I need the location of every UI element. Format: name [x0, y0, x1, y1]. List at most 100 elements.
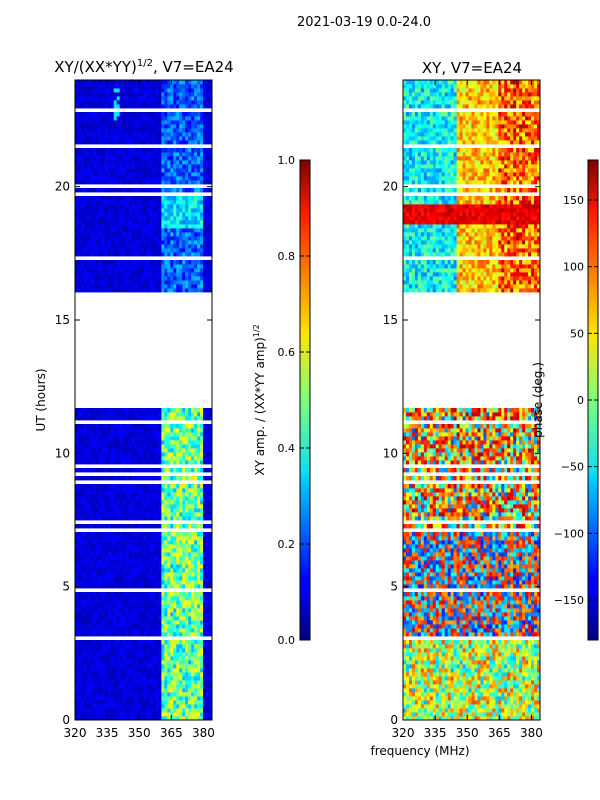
heat-cell [185, 240, 189, 245]
heat-cell [176, 156, 180, 161]
heat-cell [128, 540, 132, 545]
heat-cell [95, 568, 100, 573]
heat-cell [203, 440, 207, 445]
heat-cell [146, 456, 150, 461]
heat-cell [113, 644, 118, 649]
heat-cell [137, 188, 141, 193]
heat-cell [152, 176, 156, 181]
heat-cell [80, 560, 85, 565]
heat-cell [167, 424, 171, 429]
heat-cell [101, 640, 106, 645]
heat-cell [203, 684, 207, 689]
heat-cell [170, 692, 174, 697]
heat-cell [122, 548, 127, 553]
heat-cell [116, 684, 121, 689]
heat-cell [185, 468, 189, 473]
heat-cell [134, 132, 138, 137]
heat-cell [170, 560, 174, 565]
heat-cell [86, 608, 91, 613]
heat-cell [131, 684, 135, 689]
heat-cell [75, 716, 79, 721]
heat-cell [203, 468, 207, 473]
heat-cell [86, 584, 91, 589]
heat-cell [149, 208, 153, 213]
heat-cell [188, 456, 192, 461]
heat-cell [89, 176, 94, 181]
heat-cell [206, 128, 210, 133]
heat-cell [206, 640, 210, 645]
heat-cell [200, 268, 204, 273]
heat-cell [86, 436, 91, 441]
heat-cell [92, 624, 97, 629]
heat-cell [101, 196, 106, 201]
heat-cell [75, 160, 79, 165]
heat-cell [197, 624, 201, 629]
heat-cell [140, 484, 144, 489]
heat-cell [83, 672, 88, 677]
heat-cell [128, 568, 132, 573]
heat-cell [107, 140, 112, 145]
heat-cell [83, 564, 88, 569]
heat-cell [134, 632, 138, 637]
heat-cell [158, 608, 162, 613]
heat-cell [161, 700, 165, 705]
heat-cell [128, 700, 132, 705]
heat-cell [203, 708, 207, 713]
heat-cell [176, 668, 180, 673]
heat-cell [155, 612, 159, 617]
heat-cell [164, 180, 168, 185]
heat-cell [75, 660, 79, 665]
heat-cell [140, 436, 144, 441]
heat-cell [113, 568, 118, 573]
heat-cell [131, 664, 135, 669]
heat-cell [209, 240, 213, 245]
heat-cell [203, 568, 207, 573]
heat-cell [92, 288, 97, 293]
heat-cell [86, 556, 91, 561]
heat-cell [92, 128, 97, 133]
heat-cell [110, 504, 115, 509]
heat-cell [167, 488, 171, 493]
heat-cell [113, 248, 118, 253]
heat-cell [83, 624, 88, 629]
heat-cell [158, 132, 162, 137]
heat-cell [116, 504, 121, 509]
heat-cell [155, 268, 159, 273]
heat-cell [203, 496, 207, 501]
heat-cell [125, 708, 130, 713]
heat-cell [134, 416, 138, 421]
heat-cell [140, 124, 144, 129]
heat-cell [170, 620, 174, 625]
heat-cell [143, 672, 147, 677]
heat-cell [161, 500, 165, 505]
heat-cell [173, 268, 177, 273]
heat-cell [209, 716, 213, 721]
heat-cell [137, 556, 141, 561]
heat-cell [89, 592, 94, 597]
heat-cell [137, 688, 141, 693]
heat-cell [206, 264, 210, 269]
heat-cell [107, 504, 112, 509]
heat-cell [164, 704, 168, 709]
heat-cell [119, 672, 124, 677]
heat-cell [152, 696, 156, 701]
heat-cell [137, 452, 141, 457]
heat-cell [83, 240, 88, 245]
heat-cell [119, 268, 124, 273]
heat-cell [77, 484, 82, 489]
heat-cell [80, 272, 85, 277]
heat-cell [197, 696, 201, 701]
heat-cell [113, 176, 118, 181]
heat-cell [191, 476, 195, 481]
heat-cell [158, 444, 162, 449]
heat-cell [101, 284, 106, 289]
heat-cell [131, 448, 135, 453]
heat-cell [89, 704, 94, 709]
heat-cell [104, 664, 109, 669]
heat-cell [143, 716, 147, 721]
heat-cell [80, 680, 85, 685]
heat-cell [116, 680, 121, 685]
heat-cell [179, 280, 183, 285]
heat-cell [203, 156, 207, 161]
heat-cell [197, 668, 201, 673]
